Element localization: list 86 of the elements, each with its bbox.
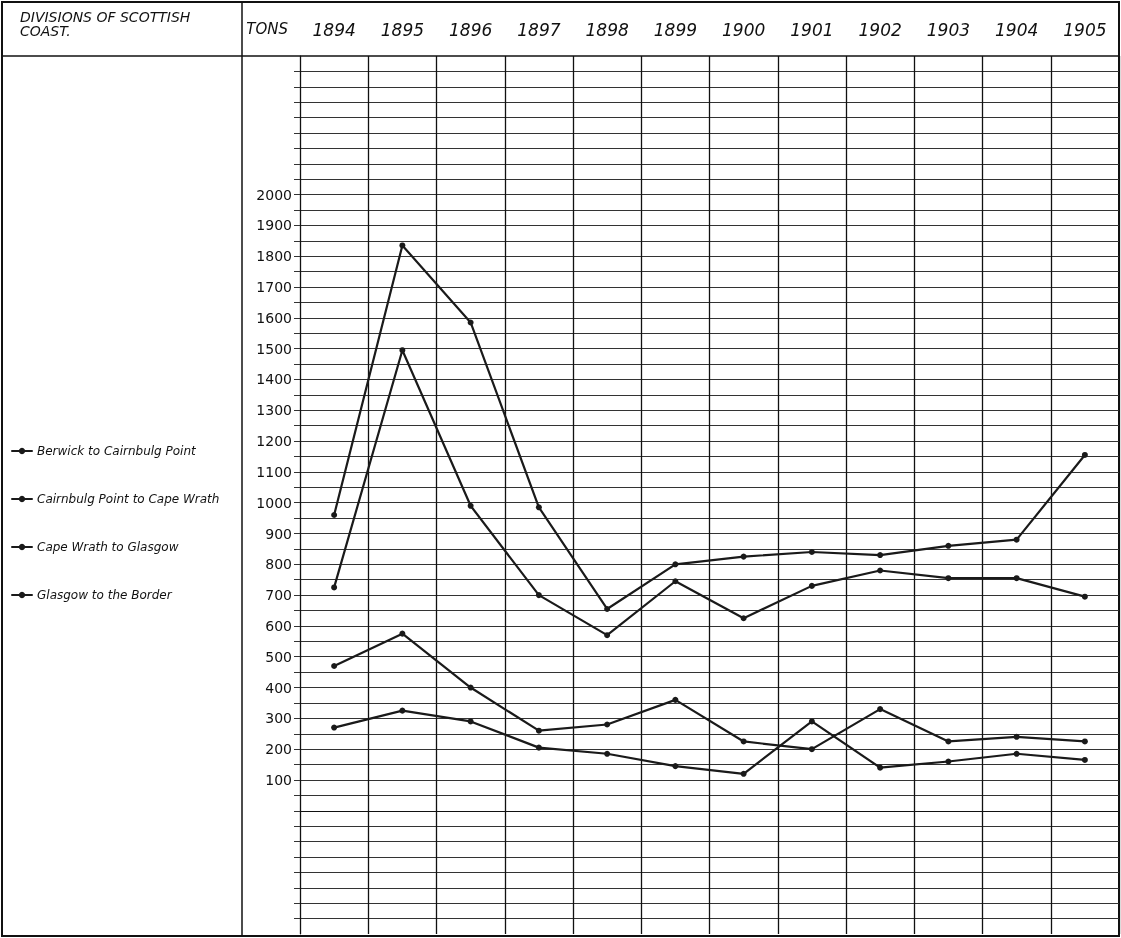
point bbox=[877, 567, 884, 574]
x-tick-label: 1903 bbox=[926, 19, 971, 40]
point bbox=[331, 662, 338, 669]
y-tick-label: 500 bbox=[265, 648, 292, 665]
x-tick-label: 1894 bbox=[312, 19, 356, 40]
x-tick-label: 1901 bbox=[790, 19, 834, 40]
point bbox=[331, 724, 338, 731]
x-tick-label: 1905 bbox=[1063, 19, 1107, 40]
y-tick-label: 900 bbox=[265, 525, 292, 542]
point bbox=[808, 718, 815, 725]
point bbox=[535, 504, 542, 511]
y-tick-label: 400 bbox=[265, 679, 292, 696]
x-tick-label: 1904 bbox=[994, 19, 1039, 40]
y-tick-label: 800 bbox=[265, 556, 292, 573]
point bbox=[945, 575, 952, 582]
point bbox=[535, 592, 542, 599]
point bbox=[331, 584, 338, 591]
point bbox=[808, 582, 815, 589]
y-tick-label: 1100 bbox=[256, 463, 292, 480]
y-tick-label: 1000 bbox=[256, 494, 292, 511]
y-tick-label: 1800 bbox=[256, 248, 292, 265]
point bbox=[535, 744, 542, 751]
point bbox=[808, 746, 815, 753]
point bbox=[740, 770, 747, 777]
y-tick-label: 700 bbox=[265, 587, 292, 604]
point bbox=[467, 319, 474, 326]
point bbox=[399, 242, 406, 249]
point bbox=[945, 542, 952, 549]
point bbox=[467, 718, 474, 725]
x-tick-label: 1899 bbox=[653, 19, 698, 40]
y-tick-label: 1200 bbox=[256, 433, 292, 450]
x-tick-label: 1897 bbox=[517, 19, 561, 40]
point bbox=[1081, 451, 1088, 458]
y-axis-title: TONS bbox=[246, 19, 289, 38]
point bbox=[740, 738, 747, 745]
point bbox=[1013, 733, 1020, 740]
y-tick-label: 1300 bbox=[256, 402, 292, 419]
point bbox=[945, 758, 952, 765]
legend-label: Glasgow to the Border bbox=[37, 588, 173, 602]
point bbox=[1013, 536, 1020, 543]
point bbox=[672, 561, 679, 568]
point bbox=[877, 764, 884, 771]
y-tick-label: 1400 bbox=[256, 371, 292, 388]
point bbox=[672, 578, 679, 585]
point bbox=[1081, 593, 1088, 600]
point bbox=[399, 630, 406, 637]
y-tick-label: 2000 bbox=[256, 186, 292, 203]
point bbox=[672, 696, 679, 703]
x-tick-label: 1898 bbox=[585, 19, 629, 40]
point bbox=[1013, 750, 1020, 757]
x-tick-label: 1896 bbox=[448, 19, 493, 40]
point bbox=[604, 605, 611, 612]
point bbox=[467, 684, 474, 691]
legend-title: DIVISIONS OF SCOTTISH COAST. bbox=[20, 9, 195, 39]
point bbox=[877, 552, 884, 559]
y-tick-label: 100 bbox=[265, 771, 292, 788]
point bbox=[604, 721, 611, 728]
legend-label: Cairnbulg Point to Cape Wrath bbox=[37, 492, 220, 506]
point bbox=[604, 750, 611, 757]
point bbox=[672, 763, 679, 770]
x-tick-label: 1900 bbox=[721, 19, 766, 40]
point bbox=[945, 738, 952, 745]
point bbox=[740, 615, 747, 622]
point bbox=[740, 553, 747, 560]
y-tick-label: 1600 bbox=[256, 309, 292, 326]
y-tick-label: 600 bbox=[265, 617, 292, 634]
point bbox=[1013, 575, 1020, 582]
x-tick-label: 1895 bbox=[380, 19, 425, 40]
point bbox=[1081, 756, 1088, 763]
point bbox=[808, 548, 815, 555]
x-tick-label: 1902 bbox=[858, 19, 902, 40]
point bbox=[467, 502, 474, 509]
y-tick-label: 1900 bbox=[256, 217, 292, 234]
point bbox=[1081, 738, 1088, 745]
y-tick-label: 1700 bbox=[256, 279, 292, 296]
point bbox=[604, 632, 611, 639]
y-tick-label: 1500 bbox=[256, 340, 292, 357]
point bbox=[399, 707, 406, 714]
point bbox=[331, 512, 338, 519]
point bbox=[535, 727, 542, 734]
legend-label: Cape Wrath to Glasgow bbox=[37, 540, 179, 554]
y-tick-label: 300 bbox=[265, 710, 292, 727]
point bbox=[399, 347, 406, 354]
y-tick-label: 200 bbox=[265, 741, 292, 758]
legend-label: Berwick to Cairnbulg Point bbox=[37, 444, 198, 458]
point bbox=[877, 706, 884, 713]
